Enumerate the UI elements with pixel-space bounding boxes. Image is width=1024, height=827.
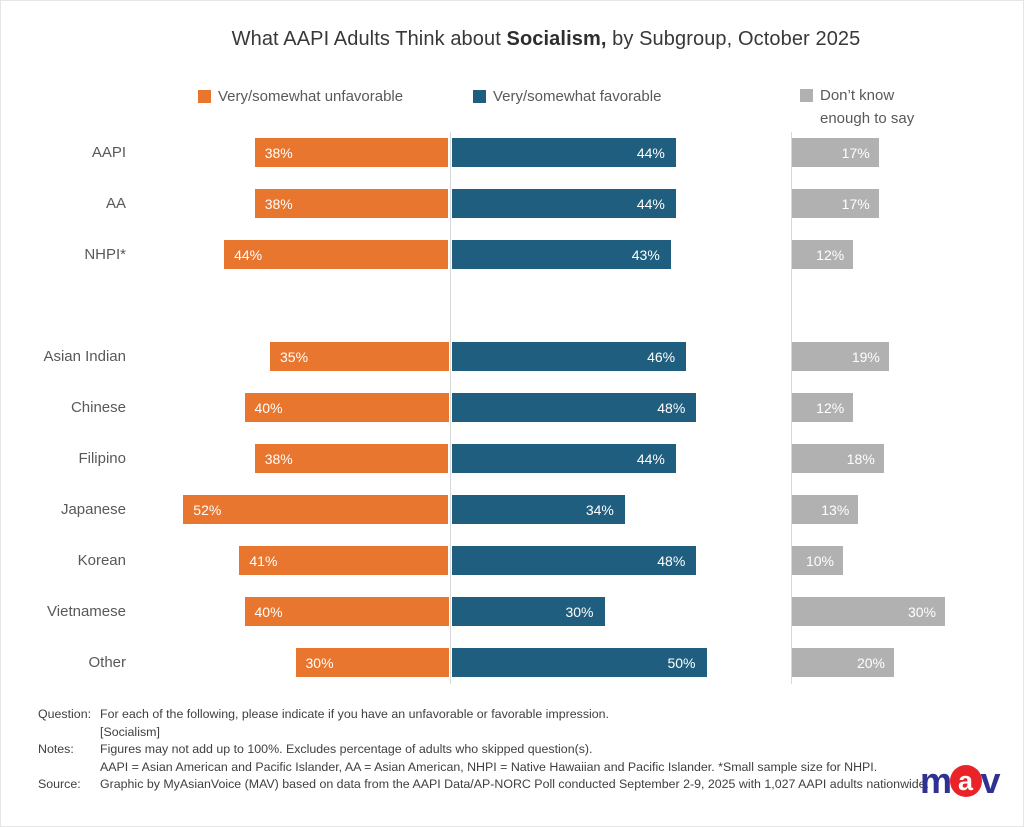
bar-favorable: 34%	[451, 495, 625, 524]
legend-swatch-favorable-icon	[473, 90, 486, 103]
bar-unfavorable: 44%	[224, 240, 449, 269]
legend-item-unfavorable: Very/somewhat unfavorable	[198, 88, 403, 105]
center-axis-line	[450, 132, 451, 684]
logo-red-circle-icon: a	[949, 765, 982, 797]
legend-swatch-dont-know-icon	[800, 89, 813, 102]
legend-label-dont-know-line2: enough to say	[820, 110, 915, 127]
legend-label-unfavorable: Very/somewhat unfavorable	[218, 88, 404, 105]
category-label: AA	[105, 195, 126, 212]
bar-favorable: 44%	[451, 189, 676, 218]
category-label: Filipino	[78, 450, 126, 467]
source-label: Source:	[38, 777, 81, 792]
category-label: Japanese	[60, 501, 126, 518]
question-label: Question:	[38, 707, 92, 721]
footnotes: Question: For each of the following, ple…	[38, 706, 929, 794]
bar-favorable: 46%	[451, 342, 687, 371]
question-text-line2: [Socialism]	[100, 724, 160, 739]
legend-label-favorable: Very/somewhat favorable	[493, 88, 662, 105]
logo-letter-m: m	[920, 760, 952, 801]
bar-favorable: 43%	[451, 240, 671, 269]
category-label: Chinese	[70, 399, 126, 416]
bar-dont-know: 30%	[792, 597, 945, 626]
title-suffix: by Subgroup, October 2025	[606, 28, 861, 50]
bar-dont-know: 12%	[792, 240, 854, 269]
bar-dont-know: 17%	[792, 189, 879, 218]
bar-unfavorable: 38%	[254, 138, 449, 167]
bar-unfavorable: 40%	[244, 393, 449, 422]
legend-swatch-unfavorable-icon	[198, 90, 211, 103]
bar-dont-know: 17%	[792, 138, 879, 167]
bar-dont-know: 19%	[792, 342, 889, 371]
bar-dont-know: 20%	[792, 648, 894, 677]
dont-know-axis-line	[791, 132, 792, 684]
bar-favorable: 30%	[451, 597, 605, 626]
legend-label-dont-know-line1: Don’t know	[820, 87, 895, 104]
category-label: Asian Indian	[43, 348, 126, 365]
source-row: Source: Graphic by MyAsianVoice (MAV) ba…	[38, 776, 929, 794]
question-row: Question: For each of the following, ple…	[38, 706, 929, 741]
bar-unfavorable: 52%	[183, 495, 449, 524]
notes-label: Notes:	[38, 742, 74, 757]
title-bold: Socialism,	[506, 28, 607, 50]
bar-favorable: 50%	[451, 648, 707, 677]
mav-logo: m a v	[920, 760, 1001, 801]
bar-unfavorable: 41%	[239, 546, 449, 575]
notes-row: Notes: Figures may not add up to 100%. E…	[38, 741, 929, 776]
bar-dont-know: 12%	[792, 393, 854, 422]
bar-dont-know: 13%	[792, 495, 859, 524]
bar-chart: AAPI 38% 44% 17% AA 38% 44% 17% NHPI* 44% 43% 12% As…	[0, 127, 1024, 688]
bar-favorable: 48%	[451, 393, 697, 422]
bar-favorable: 44%	[451, 444, 676, 473]
category-label: NHPI*	[84, 246, 126, 263]
bar-dont-know: 18%	[792, 444, 884, 473]
category-label: Vietnamese	[47, 603, 126, 620]
category-label: Korean	[77, 552, 126, 569]
source-text-line1: Graphic by MyAsianVoice (MAV) based on d…	[100, 777, 930, 792]
category-label: AAPI	[91, 144, 126, 161]
category-label: Other	[88, 654, 126, 671]
bar-unfavorable: 38%	[254, 189, 449, 218]
logo-letter-a: a	[958, 765, 974, 796]
chart-title: What AAPI Adults Think about Socialism, …	[68, 28, 1024, 51]
question-text-line1: For each of the following, please indica…	[100, 707, 610, 721]
bar-unfavorable: 35%	[270, 342, 449, 371]
bar-unfavorable: 38%	[254, 444, 449, 473]
title-prefix: What AAPI Adults Think about	[231, 28, 507, 50]
notes-text-line1: Figures may not add up to 100%. Excludes…	[100, 742, 593, 757]
legend-item-dont-know: Don’t know enough to say	[800, 84, 914, 130]
legend-label-dont-know: Don’t know enough to say	[820, 84, 914, 130]
bar-dont-know: 10%	[792, 546, 843, 575]
bar-unfavorable: 40%	[244, 597, 449, 626]
bar-favorable: 44%	[451, 138, 676, 167]
bar-favorable: 48%	[451, 546, 697, 575]
legend-item-favorable: Very/somewhat favorable	[473, 88, 661, 105]
bar-unfavorable: 30%	[295, 648, 449, 677]
logo-letter-v: v	[980, 760, 1001, 801]
notes-text-line2: AAPI = Asian American and Pacific Island…	[100, 759, 878, 774]
